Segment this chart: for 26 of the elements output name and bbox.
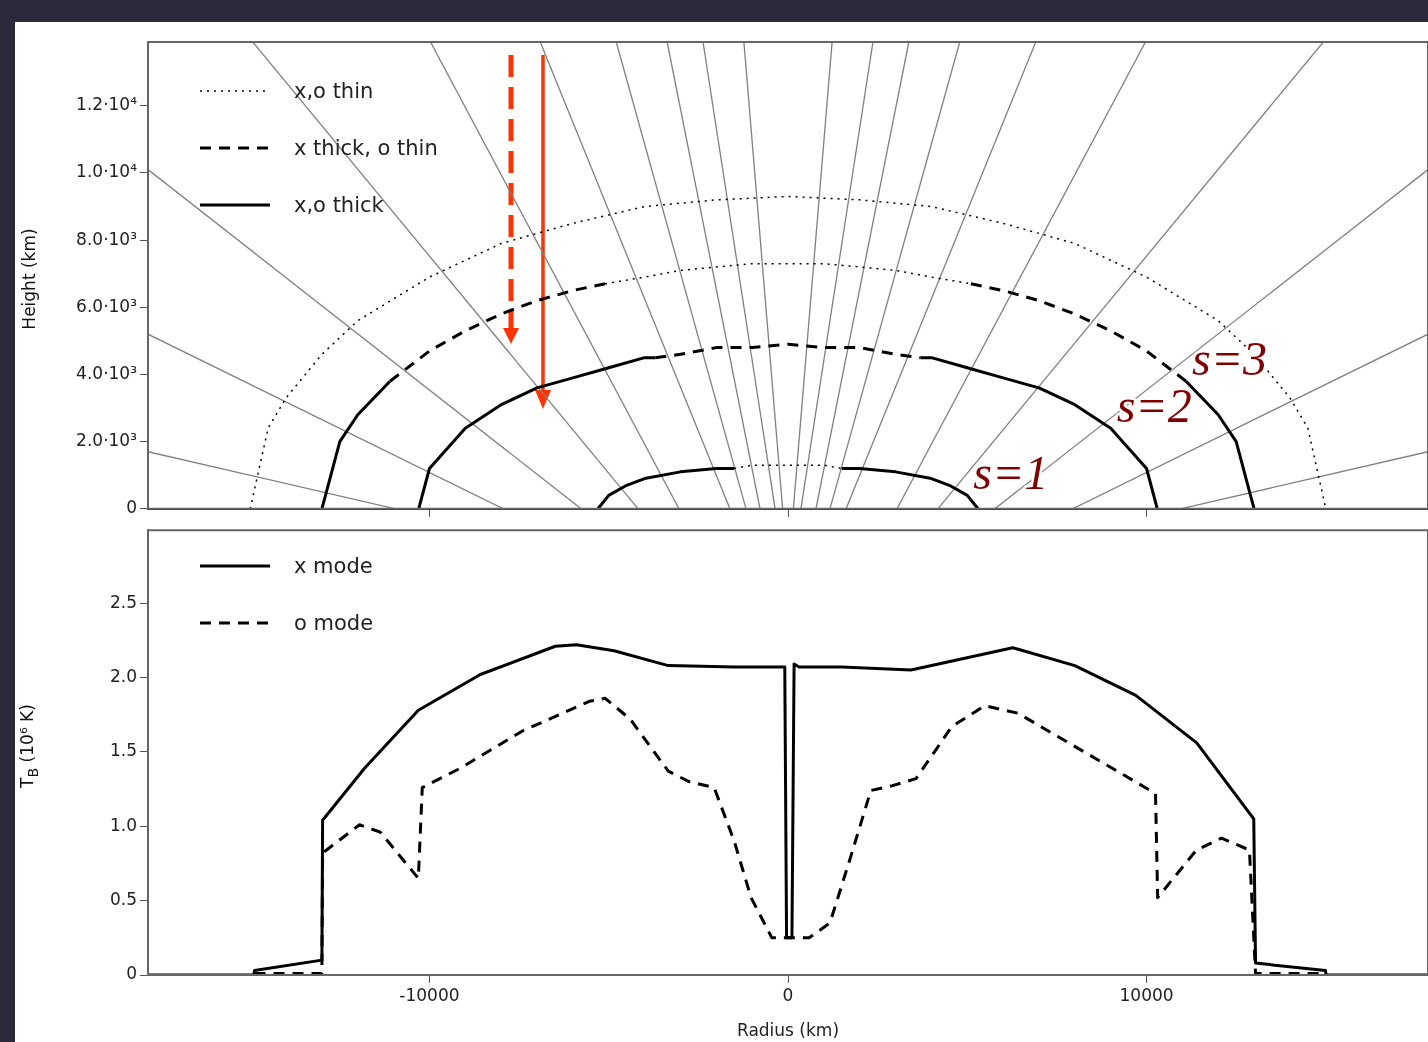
x-axis-title: Radius (km): [736, 1020, 840, 1041]
y-tick-label: 1.0: [109, 814, 137, 835]
y-tick-label: 6.0·10³: [76, 295, 137, 316]
y-tick-label: 1.0·10⁴: [76, 161, 138, 182]
y-tick-label: 0: [126, 497, 137, 518]
y-tick-label: 0.5: [109, 889, 137, 910]
y-tick-label: 2.0: [109, 665, 137, 686]
legend-label: x mode: [294, 553, 373, 578]
legend-label: x,o thick: [294, 192, 384, 217]
x-tick-label: 10000: [1119, 984, 1174, 1005]
legend-label: o mode: [294, 610, 374, 635]
y-axis-title: Height (km): [19, 227, 39, 330]
y-tick-label: 1.5: [109, 740, 137, 761]
y-tick-label: 2.0·10³: [76, 430, 137, 451]
y-tick-label: 2.5: [109, 591, 137, 612]
legend-label: x thick, o thin: [294, 135, 438, 160]
annotation: s=2: [1116, 379, 1192, 433]
y-tick-label: 1.2·10⁴: [76, 94, 138, 115]
legend-label: x,o thin: [294, 78, 374, 103]
x-tick-label: -10000: [399, 984, 460, 1005]
y-tick-label: 0: [126, 963, 137, 984]
annotation: s=1: [973, 446, 1049, 500]
y-tick-label: 8.0·10³: [76, 228, 137, 249]
x-tick-label: 0: [782, 984, 794, 1005]
y-tick-label: 4.0·10³: [76, 362, 137, 383]
annotation: s=3: [1191, 332, 1268, 386]
